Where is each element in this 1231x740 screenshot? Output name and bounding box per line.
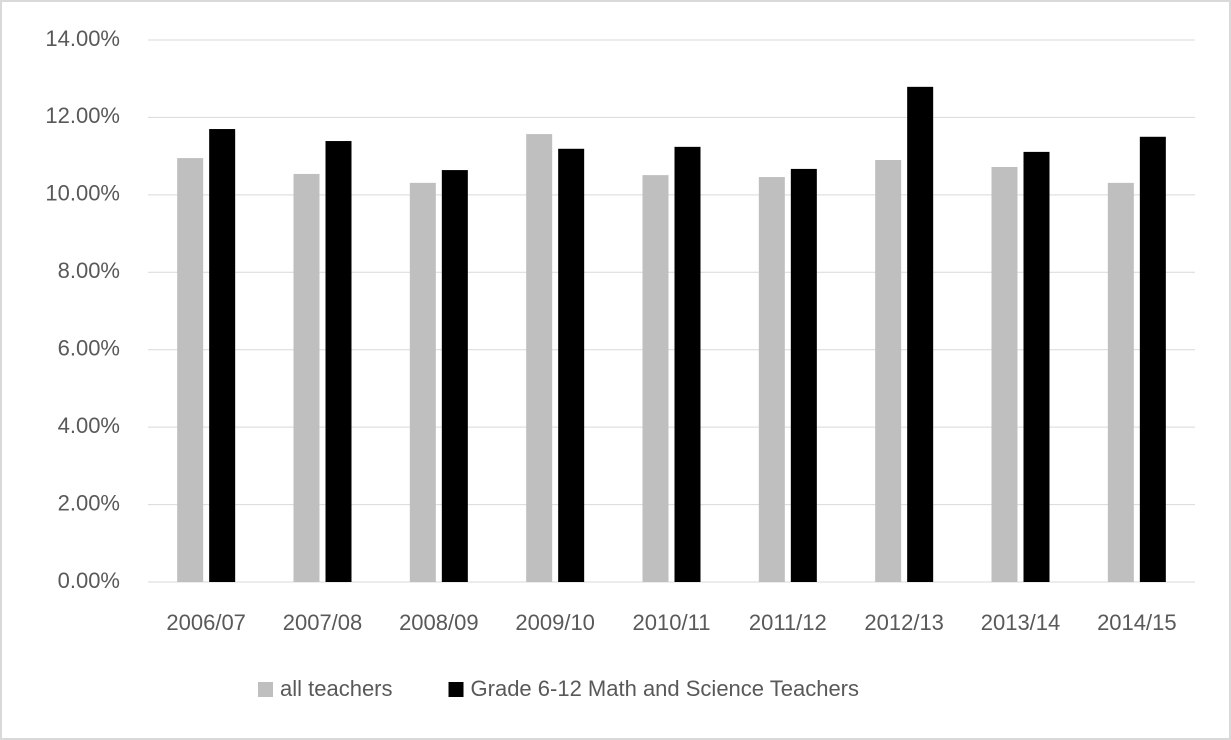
bar bbox=[790, 168, 817, 582]
y-tick-label: 14.00% bbox=[45, 26, 120, 51]
bar bbox=[1139, 136, 1166, 583]
x-tick-label: 2011/12 bbox=[749, 610, 827, 635]
bar bbox=[526, 134, 553, 582]
legend-swatch bbox=[448, 682, 464, 697]
x-tick-label: 2006/07 bbox=[166, 610, 246, 635]
y-tick-label: 8.00% bbox=[58, 258, 120, 283]
y-tick-label: 0.00% bbox=[58, 568, 120, 593]
bar bbox=[1107, 182, 1134, 582]
bar bbox=[409, 182, 436, 582]
legend-label: all teachers bbox=[280, 676, 393, 701]
y-tick-label: 10.00% bbox=[45, 181, 120, 206]
bar bbox=[293, 173, 320, 583]
y-tick-label: 2.00% bbox=[58, 490, 120, 515]
legend-swatch bbox=[258, 682, 273, 697]
bar bbox=[674, 146, 701, 582]
x-tick-label: 2007/08 bbox=[283, 610, 363, 635]
x-tick-label: 2008/09 bbox=[399, 610, 479, 635]
x-tick-label: 2013/14 bbox=[981, 610, 1061, 635]
bar bbox=[1023, 151, 1050, 583]
bar bbox=[875, 160, 902, 582]
y-tick-label: 6.00% bbox=[58, 336, 120, 361]
x-tick-label: 2009/10 bbox=[515, 610, 595, 635]
bar bbox=[177, 158, 204, 583]
bar bbox=[642, 175, 669, 582]
y-tick-label: 12.00% bbox=[45, 103, 120, 128]
bar bbox=[441, 170, 468, 582]
bar bbox=[325, 141, 352, 582]
x-tick-label: 2012/13 bbox=[864, 610, 944, 635]
legend-label: Grade 6-12 Math and Science Teachers bbox=[471, 676, 860, 701]
bar bbox=[758, 177, 785, 582]
y-tick-label: 4.00% bbox=[58, 413, 120, 438]
bar bbox=[209, 129, 236, 583]
bar bbox=[907, 86, 934, 582]
x-tick-label: 2010/11 bbox=[633, 610, 711, 635]
x-tick-label: 2014/15 bbox=[1097, 610, 1177, 635]
bar bbox=[558, 148, 585, 582]
bar bbox=[991, 166, 1018, 583]
